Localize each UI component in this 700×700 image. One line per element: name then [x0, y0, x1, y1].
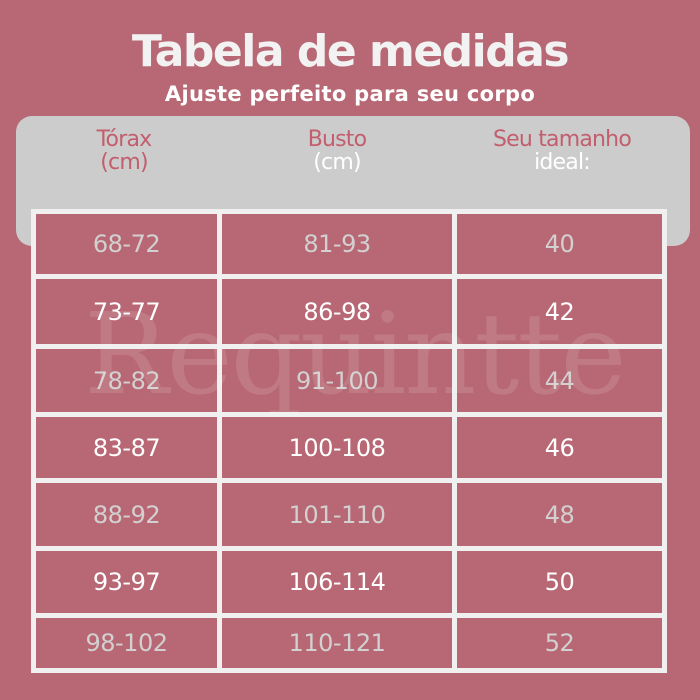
column-header-torax: Tórax (cm) [31, 128, 217, 174]
table-cell-torax: 73-77 [36, 279, 217, 344]
table-cell-torax: 93-97 [36, 551, 217, 613]
table-cell-size: 40 [457, 214, 662, 274]
size-table: 68-72 81-93 40 73-77 86-98 42 78-82 91-1… [31, 209, 667, 673]
table-cell-busto: 91-100 [222, 349, 452, 412]
column-header-size-label: Seu tamanho [492, 127, 632, 152]
table-cell-size: 44 [457, 349, 662, 412]
column-header-busto: Busto (cm) [222, 128, 452, 174]
table-cell-busto: 101-110 [222, 483, 452, 546]
table-cell-size: 52 [457, 618, 662, 668]
page-title: Tabela de medidas [131, 26, 570, 77]
table-cell-busto: 86-98 [222, 279, 452, 344]
table-cell-torax: 78-82 [36, 349, 217, 412]
column-header-torax-unit: (cm) [100, 150, 148, 175]
table-cell-size: 50 [457, 551, 662, 613]
page-subtitle: Ajuste perfeito para seu corpo [164, 82, 536, 106]
table-cell-torax: 88-92 [36, 483, 217, 546]
table-cell-busto: 110-121 [222, 618, 452, 668]
table-cell-busto: 106-114 [222, 551, 452, 613]
column-header-size-sub: ideal: [534, 150, 591, 175]
column-header-busto-unit: (cm) [313, 150, 361, 175]
table-cell-size: 42 [457, 279, 662, 344]
table-cell-torax: 98-102 [36, 618, 217, 668]
table-cell-size: 46 [457, 417, 662, 478]
column-header-size: Seu tamanho ideal: [456, 128, 668, 174]
column-header-torax-label: Tórax [96, 127, 153, 152]
table-cell-torax: 68-72 [36, 214, 217, 274]
column-header-busto-label: Busto [307, 127, 367, 152]
table-cell-busto: 100-108 [222, 417, 452, 478]
table-cell-busto: 81-93 [222, 214, 452, 274]
table-cell-size: 48 [457, 483, 662, 546]
table-cell-torax: 83-87 [36, 417, 217, 478]
